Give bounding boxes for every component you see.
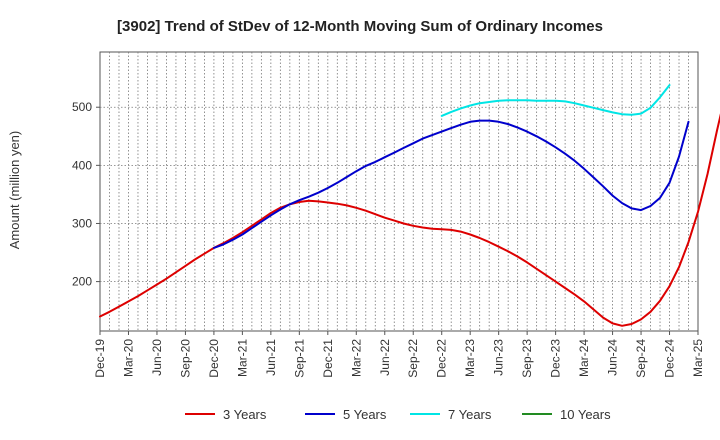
x-ticks: Dec-19 Mar-20 Jun-20 Sep-20 Dec-20 Mar-21 Jun-… bbox=[93, 331, 705, 378]
x-tick-label: Dec-22 bbox=[435, 339, 449, 378]
x-tick-label: Mar-21 bbox=[235, 339, 249, 377]
y-tick-label: 400 bbox=[72, 158, 92, 172]
x-tick-label: Dec-21 bbox=[321, 339, 335, 378]
x-tick-label: Sep-21 bbox=[292, 339, 306, 378]
legend: 3 Years 5 Years 7 Years 10 Years bbox=[185, 407, 611, 422]
series-line-1 bbox=[99, 113, 720, 327]
x-tick-label: Mar-20 bbox=[121, 339, 135, 377]
x-tick-label: Sep-22 bbox=[406, 339, 420, 378]
x-tick-label: Sep-20 bbox=[178, 339, 192, 378]
x-tick-label: Dec-23 bbox=[549, 339, 563, 378]
x-tick-label: Jun-20 bbox=[150, 339, 164, 376]
grid bbox=[100, 52, 698, 331]
series-line-3 bbox=[440, 84, 671, 117]
x-tick-label: Jun-21 bbox=[264, 339, 278, 376]
series-lines bbox=[99, 84, 720, 327]
x-tick-label: Dec-19 bbox=[93, 339, 107, 378]
x-tick-label: Jun-22 bbox=[378, 339, 392, 376]
x-tick-label: Jun-24 bbox=[606, 339, 620, 376]
x-tick-label: Sep-23 bbox=[520, 339, 534, 378]
legend-label-3: 7 Years bbox=[448, 407, 492, 422]
y-tick-label: 200 bbox=[72, 275, 92, 289]
y-axis-label: Amount (million yen) bbox=[7, 131, 22, 250]
y-ticks: 200 300 400 500 bbox=[72, 100, 100, 289]
x-tick-label: Mar-23 bbox=[463, 339, 477, 377]
x-tick-label: Jun-23 bbox=[492, 339, 506, 376]
series-line-2 bbox=[212, 119, 690, 249]
y-tick-label: 300 bbox=[72, 216, 92, 230]
x-tick-label: Mar-24 bbox=[577, 339, 591, 377]
legend-label-1: 3 Years bbox=[223, 407, 267, 422]
x-tick-label: Mar-22 bbox=[349, 339, 363, 377]
chart-title: [3902] Trend of StDev of 12-Month Moving… bbox=[117, 18, 603, 35]
legend-label-4: 10 Years bbox=[560, 407, 611, 422]
y-tick-label: 500 bbox=[72, 100, 92, 114]
x-tick-label: Dec-24 bbox=[663, 339, 677, 378]
legend-label-2: 5 Years bbox=[343, 407, 387, 422]
plot-area bbox=[99, 51, 699, 332]
x-tick-label: Sep-24 bbox=[634, 339, 648, 378]
x-tick-label: Dec-20 bbox=[207, 339, 221, 378]
x-tick-label: Mar-25 bbox=[691, 339, 705, 377]
